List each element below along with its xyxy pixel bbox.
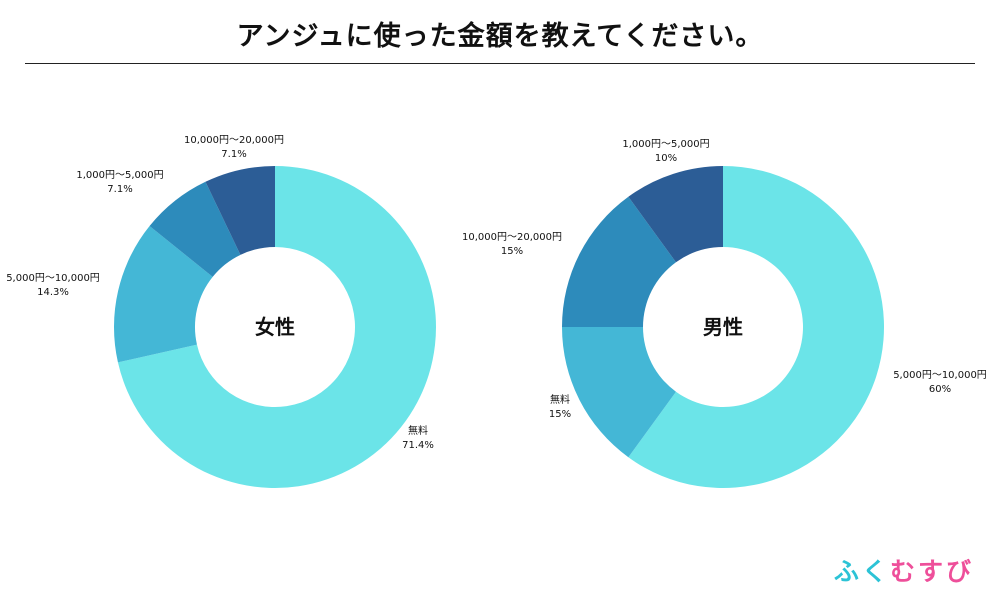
slice-percent-label: 60% bbox=[929, 384, 951, 395]
slice-percent-label: 14.3% bbox=[37, 287, 69, 298]
brand-logo: ふくむすび bbox=[834, 552, 974, 588]
slice-percent-label: 71.4% bbox=[402, 440, 434, 451]
donut-slice bbox=[562, 327, 676, 458]
page-title: アンジュに使った金額を教えてください。 bbox=[236, 21, 764, 52]
donut-slice bbox=[117, 166, 436, 489]
slice-category-label: 無料 bbox=[550, 393, 570, 406]
donut-hole bbox=[643, 247, 803, 407]
brand-char: す bbox=[917, 557, 946, 586]
slice-category-label: 5,000円〜10,000円 bbox=[893, 370, 987, 381]
slice-category-label: 10,000円〜20,000円 bbox=[462, 232, 562, 243]
slice-category-label: 10,000円〜20,000円 bbox=[184, 135, 284, 146]
slice-category-label: 1,000円〜5,000円 bbox=[622, 139, 709, 150]
brand-char: び bbox=[945, 557, 974, 586]
brand-char: く bbox=[861, 557, 890, 586]
donut-center-label: 女性 bbox=[255, 315, 295, 339]
slice-category-label: 無料 bbox=[408, 424, 428, 437]
slice-percent-label: 15% bbox=[501, 246, 523, 257]
slice-category-label: 5,000円〜10,000円 bbox=[6, 273, 100, 284]
donut-slice bbox=[149, 181, 241, 277]
donut-slice bbox=[113, 226, 213, 363]
donut-slice bbox=[628, 166, 723, 263]
slice-category-label: 1,000円〜5,000円 bbox=[76, 170, 163, 181]
slice-percent-label: 10% bbox=[655, 153, 677, 164]
donut-slice bbox=[562, 196, 676, 327]
donut-center-label: 男性 bbox=[703, 315, 743, 339]
donut-slice bbox=[628, 166, 884, 489]
title-divider bbox=[25, 63, 975, 64]
slice-percent-label: 7.1% bbox=[221, 149, 246, 160]
brand-char: む bbox=[889, 557, 918, 586]
slice-percent-label: 7.1% bbox=[107, 184, 132, 195]
slice-percent-label: 15% bbox=[549, 409, 571, 420]
donut-hole bbox=[195, 247, 355, 407]
donut-slice bbox=[205, 166, 275, 255]
brand-char: ふ bbox=[833, 557, 862, 586]
